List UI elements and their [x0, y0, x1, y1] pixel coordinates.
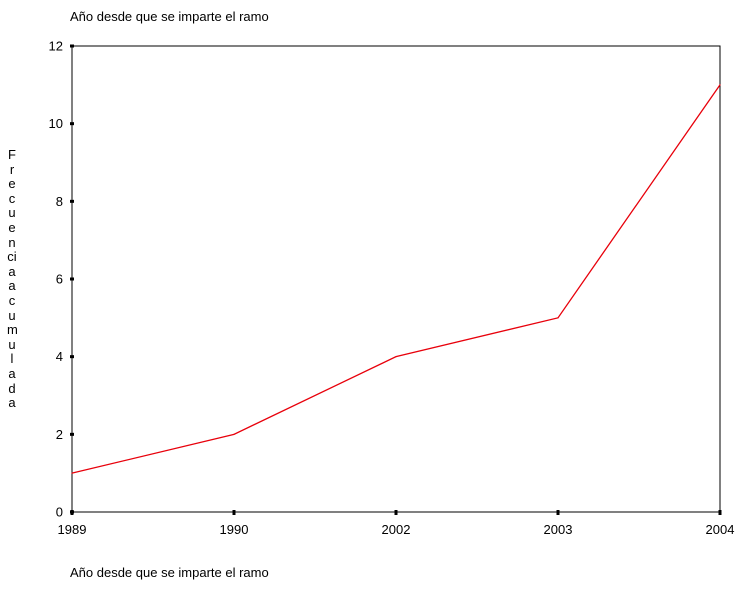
- x-tick-mark: [556, 510, 560, 515]
- x-tick-label: 2003: [544, 522, 573, 537]
- x-tick-label: 1989: [58, 522, 87, 537]
- x-tick-label: 2002: [382, 522, 411, 537]
- chart-title: Año desde que se imparte el ramo: [70, 9, 269, 24]
- y-tick-label: 0: [56, 505, 63, 520]
- y-tick-mark: [70, 122, 74, 126]
- y-tick-label: 6: [56, 272, 63, 287]
- x-tick-mark: [232, 510, 236, 515]
- y-tick-mark: [70, 432, 74, 436]
- x-tick-mark: [70, 510, 74, 515]
- x-tick-mark: [394, 510, 398, 515]
- x-tick-mark: [718, 510, 722, 515]
- data-point: [395, 356, 397, 358]
- y-axis-label: Frecuencia acumulada: [7, 147, 20, 411]
- x-tick-label: 1990: [220, 522, 249, 537]
- y-tick-label: 2: [56, 427, 63, 442]
- data-point: [71, 472, 73, 474]
- y-tick-mark: [70, 44, 74, 48]
- data-point: [719, 84, 721, 86]
- y-tick-label: 10: [49, 116, 63, 131]
- y-tick-label: 12: [49, 39, 63, 54]
- data-point: [557, 317, 559, 319]
- x-axis-label: Año desde que se imparte el ramo: [70, 565, 269, 580]
- y-tick-mark: [70, 277, 74, 281]
- y-tick-mark: [70, 355, 74, 359]
- data-point: [233, 433, 235, 435]
- y-tick-mark: [70, 199, 74, 203]
- x-tick-label: 2004: [706, 522, 735, 537]
- plot-frame: [71, 45, 721, 513]
- series-line: [71, 84, 721, 474]
- y-tick-label: 4: [56, 349, 63, 364]
- y-tick-label: 8: [56, 194, 63, 209]
